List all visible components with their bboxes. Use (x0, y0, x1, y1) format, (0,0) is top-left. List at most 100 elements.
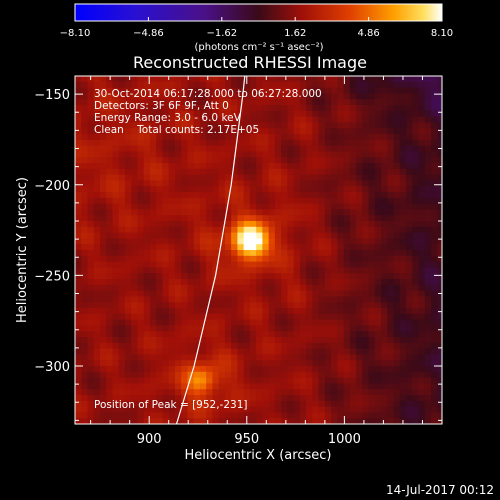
heatmap-cell (256, 180, 264, 187)
heatmap-cell (299, 221, 307, 228)
heatmap-cell (381, 157, 388, 164)
heatmap-cell (93, 255, 101, 263)
heatmap-cell (218, 81, 226, 89)
heatmap-cell (249, 145, 257, 152)
heatmap-cell (293, 354, 301, 361)
heatmap-cell (168, 186, 176, 193)
heatmap-cell (318, 226, 326, 234)
heatmap-cell (106, 87, 114, 94)
heatmap-cell (249, 273, 257, 280)
heatmap-cell (174, 261, 182, 268)
heatmap-cell (268, 139, 276, 147)
heatmap-cell (143, 87, 151, 94)
heatmap-cell (374, 174, 382, 181)
heatmap-cell (406, 284, 413, 292)
heatmap-cell (231, 250, 239, 257)
heatmap-cell (349, 395, 357, 402)
heatmap-cell (131, 296, 139, 303)
heatmap-cell (131, 209, 139, 216)
heatmap-cell (299, 342, 307, 350)
heatmap-cell (199, 81, 207, 89)
heatmap-cell (137, 395, 145, 402)
heatmap-cell (393, 122, 401, 129)
heatmap-cell (418, 139, 426, 147)
heatmap-cell (362, 342, 370, 350)
heatmap-cell (156, 122, 164, 129)
heatmap-cell (343, 197, 351, 205)
heatmap-cell (106, 122, 114, 129)
heatmap-cell (149, 284, 157, 292)
heatmap-cell (231, 412, 239, 419)
heatmap-cell (187, 261, 195, 268)
heatmap-cell (362, 93, 370, 100)
heatmap-cell (174, 331, 182, 338)
heatmap-cell (399, 395, 407, 402)
heatmap-cell (224, 215, 232, 222)
heatmap-cell (424, 122, 432, 129)
heatmap-cell (124, 348, 132, 355)
colorbar-units: (photons cm⁻² s⁻¹ asec⁻²) (194, 42, 323, 53)
heatmap-cell (343, 215, 351, 222)
heatmap-cell (368, 389, 376, 396)
heatmap-cell (318, 284, 326, 292)
heatmap-cell (418, 87, 426, 94)
heatmap-cell (137, 389, 145, 396)
heatmap-cell (318, 325, 326, 332)
heatmap-cell (224, 87, 232, 94)
heatmap-cell (293, 313, 301, 321)
heatmap-cell (124, 163, 132, 170)
heatmap-cell (224, 157, 232, 164)
heatmap-cell (337, 400, 345, 408)
heatmap-cell (424, 308, 432, 315)
heatmap-cell (262, 267, 270, 274)
heatmap-cell (306, 273, 313, 280)
heatmap-cell (331, 221, 338, 228)
heatmap-cell (181, 209, 189, 216)
heatmap-cell (306, 279, 313, 286)
heatmap-cell (243, 81, 251, 89)
heatmap-cell (268, 273, 276, 280)
heatmap-cell (293, 342, 301, 350)
heatmap-cell (162, 383, 170, 390)
heatmap-cell (368, 406, 376, 413)
heatmap-cell (274, 273, 282, 280)
heatmap-cell (87, 325, 95, 332)
heatmap-cell (137, 371, 145, 379)
heatmap-cell (143, 174, 151, 181)
heatmap-cell (337, 331, 345, 338)
heatmap-cell (406, 232, 413, 239)
heatmap-cell (181, 105, 189, 112)
heatmap-cell (368, 116, 376, 123)
heatmap-cell (312, 168, 320, 176)
heatmap-cell (424, 412, 432, 419)
heatmap-cell (306, 337, 313, 344)
heatmap-cell (412, 313, 420, 321)
heatmap-cell (87, 255, 95, 263)
heatmap-cell (399, 366, 407, 373)
heatmap-cell (437, 139, 442, 147)
heatmap-cell (299, 354, 307, 361)
heatmap-cell (249, 319, 257, 326)
heatmap-cell (212, 342, 220, 350)
heatmap-cell (362, 203, 370, 210)
heatmap-cell (393, 308, 401, 315)
heatmap-cell (231, 105, 239, 112)
heatmap-cell (262, 232, 270, 239)
heatmap-cell (368, 110, 376, 118)
heatmap-cell (268, 342, 276, 350)
heatmap-cell (143, 371, 151, 379)
heatmap-cell (306, 418, 313, 424)
heatmap-cell (299, 151, 307, 158)
heatmap-cell (343, 302, 351, 309)
heatmap-cell (412, 273, 420, 280)
heatmap-cell (424, 313, 432, 321)
heatmap-cell (206, 168, 214, 176)
heatmap-cell (118, 290, 126, 297)
heatmap-cell (212, 209, 220, 216)
heatmap-cell (118, 325, 126, 332)
heatmap-cell (149, 377, 157, 384)
heatmap-cell (212, 337, 220, 344)
heatmap-cell (124, 116, 132, 123)
heatmap-cell (437, 157, 442, 164)
heatmap-cell (87, 337, 95, 344)
